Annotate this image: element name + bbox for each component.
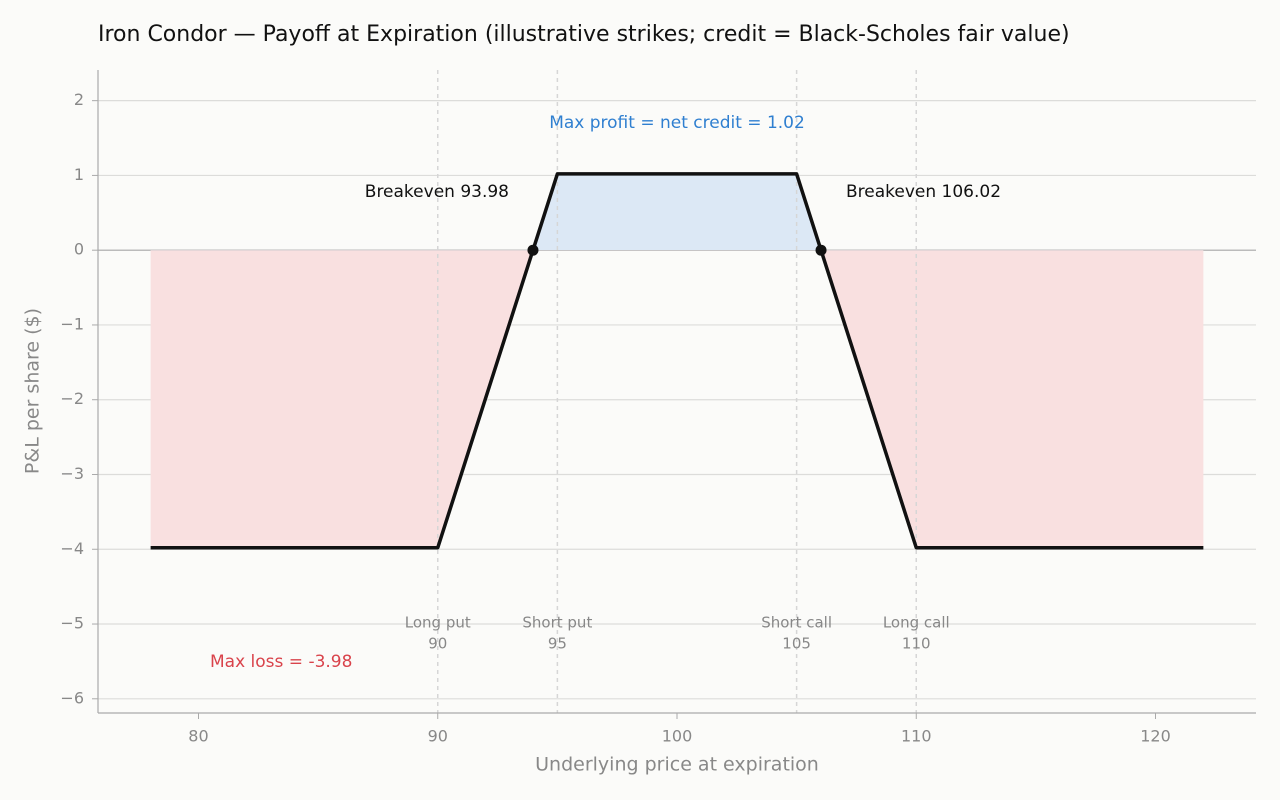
y-tick-label: 2	[74, 90, 84, 109]
strike-name: Long call	[883, 614, 950, 632]
annotation: Breakeven 93.98	[365, 182, 509, 202]
x-tick-label: 120	[1140, 727, 1171, 746]
strike-value: 110	[902, 635, 931, 653]
y-tick-label: −6	[60, 688, 84, 707]
plot: −6 −5 −4 −3 −2 −1 0 1 2 80 90 100 110 120 Long put 90 Sh…	[60, 70, 1256, 746]
x-tick-label: 80	[188, 727, 208, 746]
x-axis-label: Underlying price at expiration	[535, 754, 819, 776]
strike-name: Short put	[522, 614, 592, 632]
annotation: Breakeven 106.02	[846, 182, 1001, 202]
x-tick-label: 90	[428, 727, 448, 746]
x-tick-label: 110	[901, 727, 932, 746]
annotation: Max loss = -3.98	[210, 652, 352, 672]
y-tick-label: −3	[60, 464, 84, 483]
annotation: Max profit = net credit = 1.02	[549, 113, 805, 133]
x-tick-label: 100	[662, 727, 693, 746]
y-tick-label: 0	[74, 240, 84, 259]
chart-title: Iron Condor — Payoff at Expiration (illu…	[98, 22, 1070, 47]
strike-name: Long put	[405, 614, 471, 632]
y-tick-label: −2	[60, 389, 84, 408]
loss-area	[150, 250, 1204, 548]
breakeven-point	[815, 244, 827, 256]
payoff-line	[150, 172, 1204, 550]
y-axis-label: P&L per share ($)	[22, 308, 44, 474]
strike-name: Short call	[761, 614, 832, 632]
strike-value: 105	[782, 635, 811, 653]
y-tick-label: 1	[74, 165, 84, 184]
strike-value: 90	[428, 635, 447, 653]
strike-value: 95	[548, 635, 567, 653]
y-tick-label: −1	[60, 314, 84, 333]
y-tick-label: −4	[60, 539, 84, 558]
profit-area	[532, 173, 822, 251]
y-tick-label: −5	[60, 614, 84, 633]
breakeven-point	[527, 244, 539, 256]
